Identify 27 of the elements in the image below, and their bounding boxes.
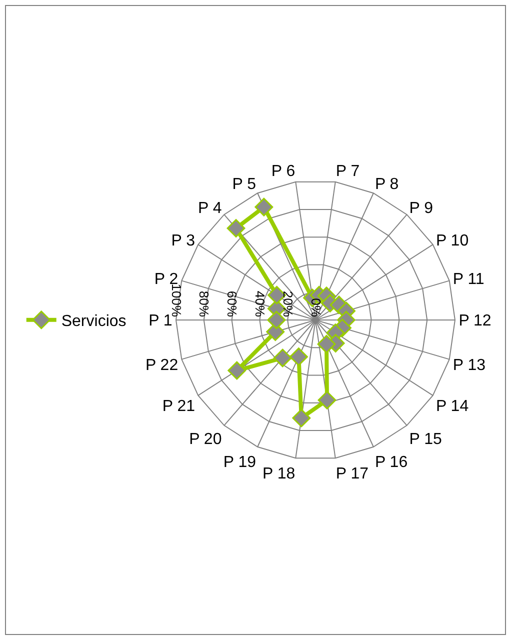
legend-label: Servicios [61,313,126,330]
spoke-label: P 8 [374,176,399,194]
spoke-label: P 3 [171,232,196,250]
y-tick-label: 40% [252,290,268,318]
spoke-label: P 19 [223,454,256,472]
spoke-label: P 16 [374,454,408,472]
spoke-label: P 21 [162,398,196,415]
spoke-label: P 22 [145,357,178,374]
spoke-label: P 14 [436,398,469,415]
spoke-label: P 15 [409,430,442,448]
spoke-label: P 17 [336,465,369,482]
spoke-label: P 12 [458,312,492,330]
spoke-label: P 6 [271,162,296,180]
y-tick-label: 20% [280,290,296,318]
spoke-label: P 13 [452,357,486,374]
spoke-label: P 5 [232,176,256,194]
spoke-label: P 11 [452,271,484,288]
spoke-label: P 4 [198,200,222,218]
spoke-label: P 9 [409,200,434,218]
spoke-label: P 10 [436,232,469,250]
y-tick-label: 0% [308,298,324,318]
y-tick-label: 80% [196,290,212,318]
spoke-label: P 1 [148,312,172,330]
y-tick-label: 60% [224,290,240,318]
spoke-label: P 20 [189,430,222,448]
spoke-label: P 18 [262,465,296,482]
spoke-label: P 7 [336,162,360,180]
